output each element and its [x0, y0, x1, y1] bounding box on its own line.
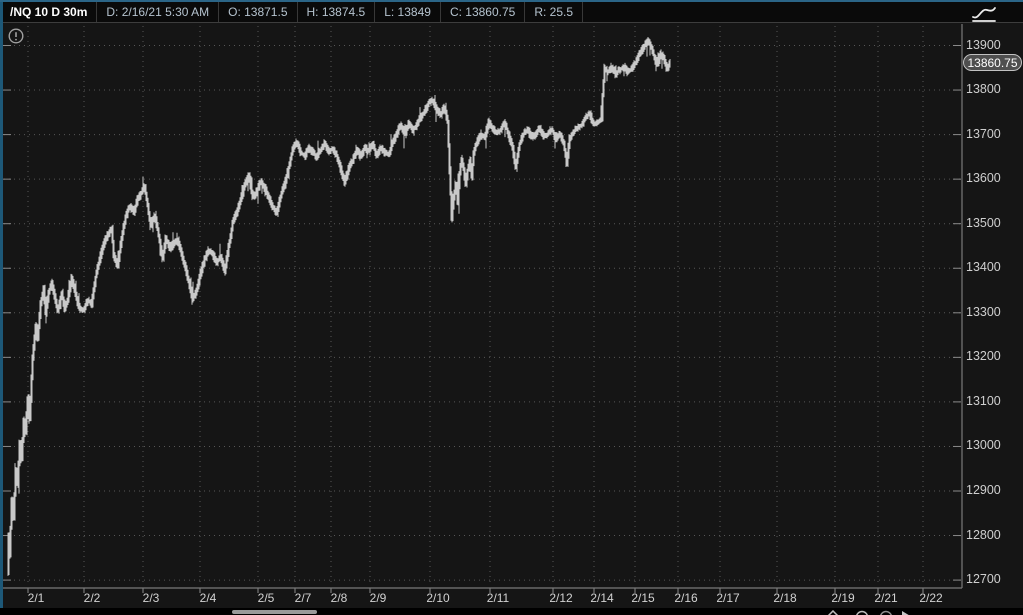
x-axis-label: 2/8 [330, 591, 348, 605]
y-axis-label: 13900 [966, 37, 1001, 52]
header-field-date: D: 2/16/21 5:30 AM [97, 2, 220, 22]
x-axis-label: 2/17 [716, 591, 740, 605]
chart-header: /NQ 10 D 30m D: 2/16/21 5:30 AM O: 13871.… [3, 2, 1023, 23]
y-axis-label: 12900 [966, 483, 1001, 497]
y-axis-label: 12700 [966, 572, 1001, 587]
y-axis-label: 12800 [966, 527, 1001, 542]
x-axis-label: 2/2 [83, 591, 101, 605]
window-top-border [0, 0, 1023, 2]
pan-arrow-icon[interactable] [827, 609, 839, 615]
x-axis-label: 2/9 [369, 591, 387, 605]
x-axis-label: 2/18 [773, 591, 797, 605]
info-icon[interactable] [8, 28, 24, 44]
y-axis-label: 13600 [966, 171, 1001, 186]
x-axis-label: 2/16 [674, 591, 698, 605]
x-axis-label: 2/14 [590, 591, 614, 605]
header-field-high: H: 13874.5 [298, 2, 376, 22]
y-axis-label: 13500 [966, 215, 1001, 230]
curve-style-glyph [972, 7, 996, 22]
header-field-low: L: 13849 [375, 2, 441, 22]
x-axis-label: 2/15 [631, 591, 655, 605]
x-axis-label: 2/1 [27, 591, 45, 605]
x-axis-label: 2/22 [919, 591, 943, 605]
header-field-close: C: 13860.75 [441, 2, 526, 22]
circled-exclamation-glyph [8, 28, 24, 44]
zoom-out-icon[interactable] [856, 610, 868, 615]
bottom-bar [0, 608, 1023, 615]
y-axis-label: 13300 [966, 304, 1001, 319]
x-axis-label: 2/19 [831, 591, 855, 605]
x-axis-label: 2/21 [874, 591, 898, 605]
last-price-bubble: 13860.75 [963, 54, 1022, 72]
ohlc-readout: D: 2/16/21 5:30 AM O: 13871.5 H: 13874.5 L:… [97, 2, 584, 22]
x-axis-label: 2/10 [426, 591, 450, 605]
x-axis-label: 2/12 [549, 591, 573, 605]
x-axis-label: 2/4 [199, 591, 217, 605]
x-axis-label: 2/7 [294, 591, 312, 605]
bottom-chart-controls [820, 609, 940, 615]
x-axis-label: 2/11 [486, 591, 510, 605]
bottom-controls-glyphs [827, 609, 912, 615]
y-axis-label: 13100 [966, 393, 1001, 408]
play-icon[interactable] [902, 611, 912, 615]
y-axis-label: 13000 [966, 438, 1001, 453]
window-left-border [0, 2, 3, 608]
y-axis-label: 13800 [966, 82, 1001, 97]
zoom-in-icon[interactable] [880, 610, 892, 615]
x-axis-label: 2/3 [142, 591, 160, 605]
symbol-timeframe-label[interactable]: /NQ 10 D 30m [3, 2, 98, 22]
y-axis-label: 13700 [966, 126, 1001, 141]
y-axis-label: 13200 [966, 349, 1001, 364]
header-field-range: R: 25.5 [525, 2, 584, 22]
y-axis-label: 13400 [966, 260, 1001, 275]
scrollbar-thumb[interactable] [232, 610, 317, 614]
header-field-open: O: 13871.5 [219, 2, 298, 22]
x-axis-label: 2/5 [257, 591, 275, 605]
chart-style-icon[interactable] [968, 5, 1000, 24]
price-series [7, 37, 671, 576]
